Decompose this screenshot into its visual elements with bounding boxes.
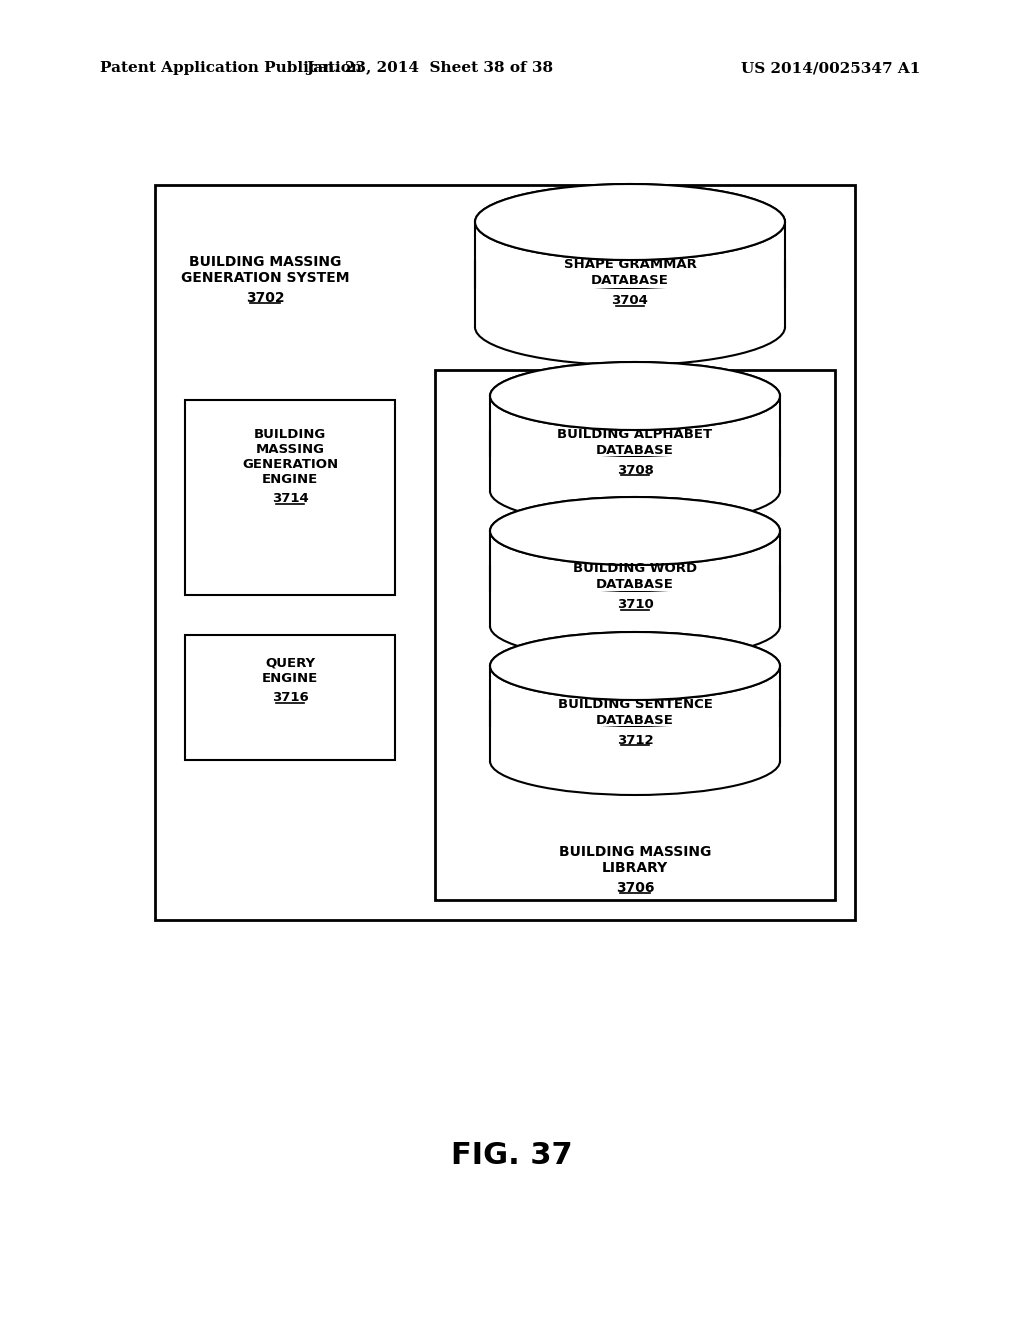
Text: DATABASE: DATABASE: [596, 714, 674, 726]
Bar: [488, 591, 782, 626]
Ellipse shape: [490, 362, 780, 430]
Text: 3712: 3712: [616, 734, 653, 747]
Text: 3704: 3704: [611, 294, 648, 308]
Text: BUILDING WORD: BUILDING WORD: [573, 562, 697, 576]
Ellipse shape: [490, 727, 780, 795]
Text: FIG. 37: FIG. 37: [452, 1140, 572, 1170]
Bar: [488, 396, 782, 430]
Text: ENGINE: ENGINE: [262, 672, 318, 685]
Bar: [185, 635, 395, 760]
Bar: [488, 531, 782, 565]
Ellipse shape: [490, 591, 780, 660]
Ellipse shape: [490, 498, 780, 565]
Ellipse shape: [490, 632, 780, 700]
Bar: [475, 222, 785, 327]
Text: DATABASE: DATABASE: [591, 275, 669, 288]
Ellipse shape: [490, 498, 780, 565]
Bar: [490, 667, 780, 762]
Text: Jan. 23, 2014  Sheet 38 of 38: Jan. 23, 2014 Sheet 38 of 38: [306, 61, 554, 75]
Text: GENERATION: GENERATION: [242, 458, 338, 471]
Ellipse shape: [490, 362, 780, 430]
Ellipse shape: [475, 183, 785, 260]
Text: LIBRARY: LIBRARY: [602, 861, 668, 875]
Text: BUILDING SENTENCE: BUILDING SENTENCE: [557, 697, 713, 710]
Text: Patent Application Publication: Patent Application Publication: [100, 61, 362, 75]
Bar: [473, 289, 787, 327]
Text: BUILDING MASSING: BUILDING MASSING: [559, 845, 712, 859]
Ellipse shape: [490, 632, 780, 700]
Text: 3716: 3716: [271, 690, 308, 704]
Text: MASSING: MASSING: [256, 444, 325, 455]
Ellipse shape: [475, 289, 785, 366]
Bar: [155, 185, 855, 920]
Bar: [490, 396, 780, 491]
Text: DATABASE: DATABASE: [596, 578, 674, 591]
Text: BUILDING MASSING: BUILDING MASSING: [188, 255, 341, 269]
Text: BUILDING ALPHABET: BUILDING ALPHABET: [557, 428, 713, 441]
Bar: [490, 531, 780, 626]
Text: QUERY: QUERY: [265, 657, 315, 671]
Ellipse shape: [475, 183, 785, 260]
Bar: [488, 667, 782, 700]
Bar: [185, 400, 395, 595]
Text: DATABASE: DATABASE: [596, 444, 674, 457]
Ellipse shape: [490, 457, 780, 525]
Text: 3708: 3708: [616, 463, 653, 477]
Text: 3710: 3710: [616, 598, 653, 611]
Text: BUILDING: BUILDING: [254, 428, 326, 441]
Bar: [473, 222, 787, 260]
Text: ENGINE: ENGINE: [262, 473, 318, 486]
Text: SHAPE GRAMMAR: SHAPE GRAMMAR: [563, 259, 696, 272]
Text: US 2014/0025347 A1: US 2014/0025347 A1: [740, 61, 920, 75]
Text: GENERATION SYSTEM: GENERATION SYSTEM: [181, 271, 349, 285]
Bar: [488, 457, 782, 491]
Bar: [435, 370, 835, 900]
Bar: [488, 727, 782, 762]
Text: 3714: 3714: [271, 492, 308, 506]
Text: 3706: 3706: [615, 880, 654, 895]
Text: 3702: 3702: [246, 290, 285, 305]
